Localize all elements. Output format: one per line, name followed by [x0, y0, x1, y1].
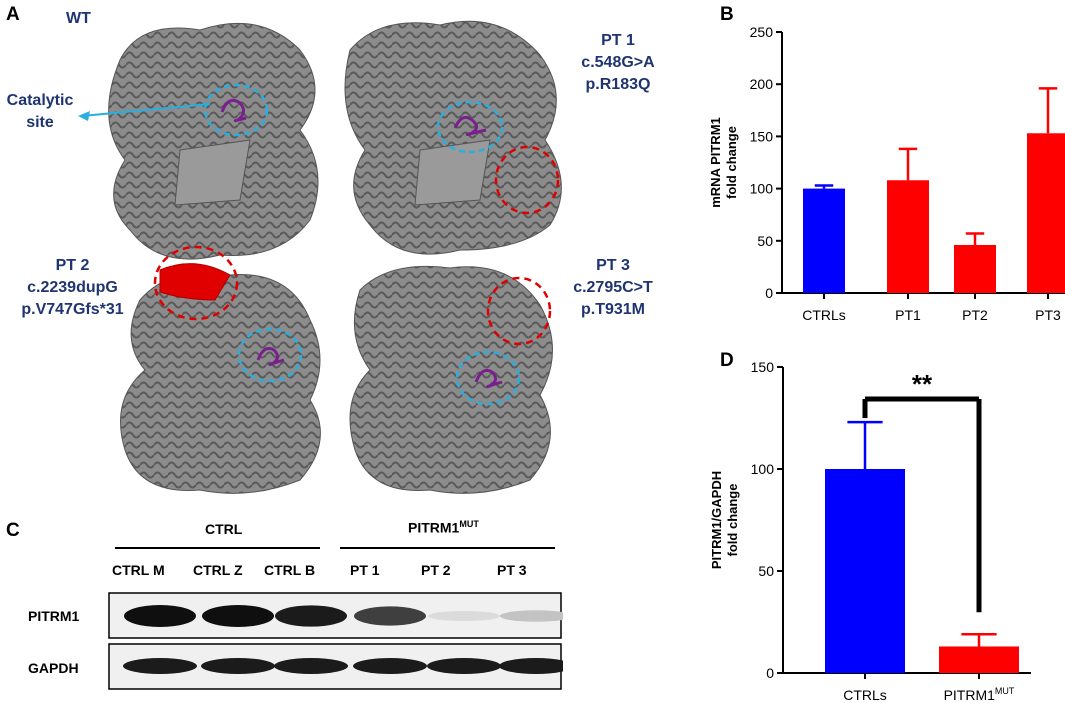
western-blot [108, 592, 563, 690]
y-tick-label: 100 [750, 181, 774, 197]
pitrm1-band [275, 605, 347, 627]
catalytic-arrow [81, 103, 211, 117]
blot-group-ctrl: CTRL [205, 521, 243, 537]
y-tick-label: 100 [751, 461, 775, 477]
lane-label: CTRL B [264, 562, 316, 578]
pitrm1-band [428, 610, 500, 622]
lane-label: PT 1 [350, 562, 380, 578]
wt-label: WT [66, 10, 91, 27]
pitrm1-band [202, 605, 274, 627]
significance-stars: ** [912, 369, 933, 399]
pt1-name: PT 1 [601, 32, 635, 49]
gapdh-band [201, 658, 275, 674]
pt1-label-group: PT 1 c.548G>A p.R183Q [558, 30, 678, 96]
panel-label-a: A [6, 4, 20, 25]
pt2-cdna: c.2239dupG [27, 279, 118, 296]
pt3-cdna: c.2795C>T [573, 279, 653, 296]
chart-b-ylabel: mRNA PITRM1fold change [708, 117, 739, 208]
blot-group-mut: PITRM1MUT [408, 519, 479, 536]
gapdh-band [123, 658, 197, 674]
lane-label: PT 2 [421, 562, 451, 578]
x-tick-label: CTRLs [843, 687, 887, 703]
blot-row-label-pitrm1: PITRM1 [28, 608, 80, 624]
catalytic-site-label: Catalytic site [6, 92, 74, 131]
pt3-mutation-circle [486, 276, 552, 346]
bar [825, 469, 905, 673]
pt2-protein: p.V747Gfs*31 [21, 301, 124, 318]
pt2-mutation-circle [153, 245, 239, 321]
bar [1027, 133, 1065, 293]
pt3-structure [349, 265, 553, 494]
panel-label-b: B [720, 4, 734, 25]
pt1-protein: p.R183Q [585, 76, 651, 93]
panel-label-c: C [6, 520, 20, 541]
pt3-protein: p.T931M [580, 301, 645, 318]
lane-label: CTRL M [112, 562, 165, 578]
gapdh-band [274, 658, 348, 674]
gapdh-band [353, 658, 427, 674]
pitrm1-band [354, 606, 426, 626]
y-tick-label: 150 [751, 359, 775, 375]
pt2-name: PT 2 [55, 257, 90, 274]
lane-label: CTRL Z [193, 562, 243, 578]
pt3-catalytic-circle [455, 350, 521, 406]
pt3-name: PT 3 [596, 257, 630, 274]
gapdh-band [499, 658, 563, 674]
pt2-structure [120, 263, 321, 494]
panel-label-d: D [720, 350, 734, 371]
blot-group-mut-sup: MUT [459, 519, 479, 529]
wt-catalytic-circle [203, 83, 269, 137]
pitrm1-band [500, 610, 563, 622]
y-tick-label: 0 [766, 665, 774, 681]
pitrm1-band [124, 605, 196, 627]
bar [954, 244, 996, 293]
ylabel-line: PITRM1/GAPDH [709, 471, 724, 569]
y-tick-label: 250 [750, 24, 774, 40]
bar [939, 646, 1019, 673]
chart-d: PITRM1/GAPDHfold change 0 50 100 150 CTRLs P… [709, 359, 1031, 703]
ylabel-line: fold change [724, 126, 739, 199]
pt1-structure [344, 20, 562, 255]
x-tick-label: PT2 [962, 307, 988, 323]
x-tick-label: PT1 [895, 307, 921, 323]
x-tick-label: CTRLs [802, 307, 846, 323]
ylabel-line: fold change [725, 484, 740, 557]
pt1-cdna: c.548G>A [581, 54, 655, 71]
blot-lane-labels: CTRL M CTRL Z CTRL B PT 1 PT 2 PT 3 [0, 562, 700, 582]
pt2-label-group: PT 2 c.2239dupG p.V747Gfs*31 [0, 255, 145, 321]
y-tick-label: 0 [765, 285, 773, 301]
x-tick-label: PT3 [1035, 307, 1061, 323]
structure-illustrations [78, 20, 562, 494]
lane-label: PT 3 [497, 562, 527, 578]
pt2-catalytic-circle [237, 327, 303, 383]
blot-group-mut-text: PITRM1 [408, 519, 460, 536]
y-tick-label: 200 [750, 76, 774, 92]
x-tick-label: PITRM1MUT [944, 686, 1015, 703]
x-tick-sup: MUT [995, 686, 1015, 696]
chart-d-ylabel: PITRM1/GAPDHfold change [709, 471, 740, 569]
bar [803, 188, 845, 293]
pt1-catalytic-circle [436, 100, 504, 154]
gapdh-band [427, 658, 501, 674]
pt1-mutation-circle [494, 145, 560, 215]
bar [887, 180, 929, 293]
mut-group-line [340, 547, 555, 549]
wt-structure [108, 22, 319, 260]
y-tick-label: 50 [758, 563, 774, 579]
ylabel-line: mRNA PITRM1 [708, 117, 723, 208]
ctrl-group-line [115, 547, 320, 549]
y-tick-label: 150 [750, 128, 774, 144]
blot-row-label-gapdh: GAPDH [28, 660, 79, 676]
pt3-label-group: PT 3 c.2795C>T p.T931M [548, 255, 678, 321]
y-tick-label: 50 [757, 233, 773, 249]
chart-b: mRNA PITRM1fold change 0 50 100 150 200 250 C… [708, 24, 1065, 323]
